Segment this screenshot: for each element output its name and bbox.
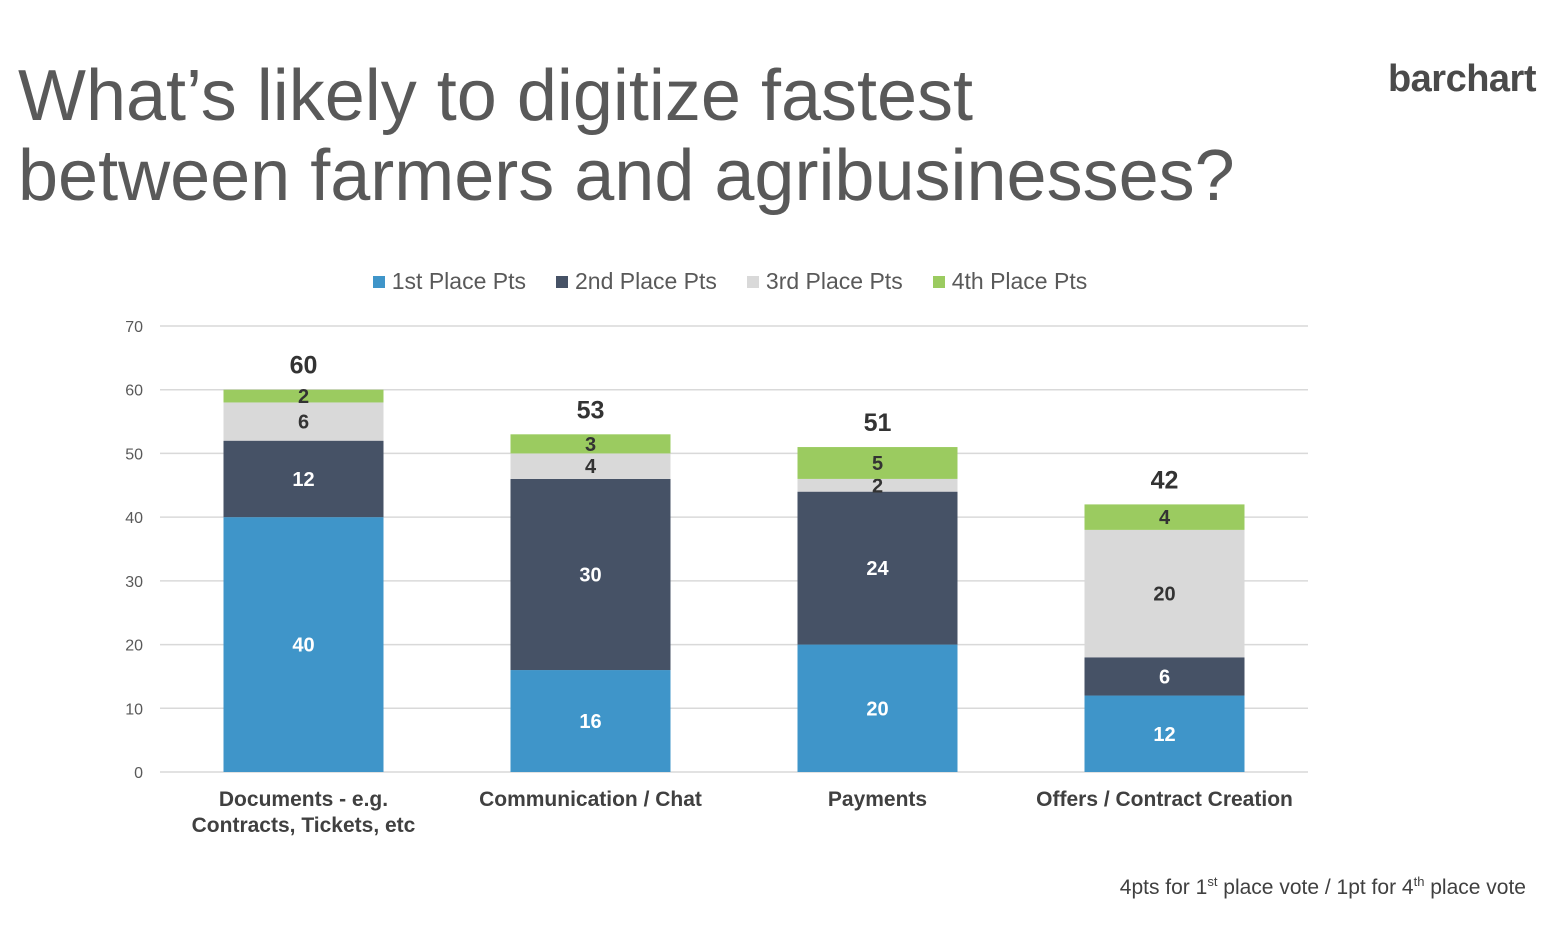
bar-segment [1084, 695, 1245, 772]
data-label: 6 [298, 412, 309, 434]
bar-segment [797, 491, 958, 645]
data-label: 2 [298, 386, 309, 408]
legend-item-3rd: 3rd Place Pts [746, 268, 903, 295]
legend-label-3rd: 3rd Place Pts [765, 268, 903, 294]
bar-segment [1084, 657, 1245, 696]
title-line-2: between farmers and agribusinesses? [18, 136, 1235, 216]
y-tick-label: 50 [125, 446, 143, 463]
bar-segment [223, 389, 384, 403]
bar-segment [510, 434, 671, 454]
title-line-1: What’s likely to digitize fastest [18, 56, 974, 136]
bar-segment [510, 670, 671, 772]
y-tick-label: 30 [125, 574, 143, 591]
legend-swatch-1st [372, 275, 385, 288]
legend-item-4th: 4th Place Pts [932, 268, 1088, 295]
total-label: 42 [1151, 466, 1179, 494]
x-tick-label: Documents - e.g. [219, 788, 388, 811]
bar-segment [797, 478, 958, 492]
total-label: 51 [864, 409, 892, 437]
x-tick-label: Communication / Chat [479, 788, 702, 811]
y-tick-label: 70 [125, 319, 143, 336]
y-tick-label: 0 [134, 765, 143, 782]
footnote-sup-1: st [1207, 874, 1218, 889]
footnote-text-2: place vote / 1pt for 4 [1217, 876, 1414, 899]
barchart-logo: barchart [1387, 58, 1537, 100]
data-label: 4 [585, 456, 597, 478]
y-tick-label: 40 [125, 510, 143, 527]
data-label: 30 [579, 564, 601, 586]
bar-segment [797, 447, 958, 479]
footnote-text-3: place vote [1424, 876, 1526, 899]
data-label: 5 [872, 453, 883, 475]
legend-swatch-3rd [746, 275, 759, 288]
legend-swatch-4th [932, 275, 945, 288]
data-label: 2 [872, 475, 883, 497]
bar-segment [510, 478, 671, 671]
footnote-sup-2: th [1413, 874, 1425, 889]
legend-swatch-2nd [555, 275, 568, 288]
bar-segment [223, 402, 384, 441]
y-tick-label: 60 [125, 383, 143, 400]
total-label: 60 [290, 352, 318, 380]
data-label: 4 [1159, 507, 1171, 529]
data-label: 40 [292, 635, 314, 657]
data-label: 20 [1153, 584, 1175, 606]
y-tick-label: 10 [125, 701, 143, 718]
bar-segment [797, 644, 958, 772]
data-label: 12 [1153, 724, 1175, 746]
x-tick-label: Payments [828, 788, 927, 811]
data-label: 24 [866, 558, 889, 580]
legend-item-2nd: 2nd Place Pts [555, 268, 717, 295]
legend-label-1st: 1st Place Pts [391, 268, 526, 294]
x-tick-label: Offers / Contract Creation [1036, 788, 1293, 811]
data-label: 20 [866, 698, 888, 720]
footnote-text-1: 4pts for 1 [1119, 876, 1208, 899]
footnote: 4pts for 1st place vote / 1pt for 4th pl… [1119, 874, 1526, 900]
bar-segment [1084, 504, 1245, 530]
y-tick-label: 20 [125, 638, 143, 655]
x-tick-label: Contracts, Tickets, etc [192, 814, 416, 837]
legend-item-1st: 1st Place Pts [372, 268, 526, 295]
data-label: 16 [579, 711, 601, 733]
bar-segment [510, 453, 671, 479]
chart-legend: 1st Place Pts 2nd Place Pts 3rd Place Pt… [0, 268, 1460, 295]
data-label: 6 [1159, 666, 1170, 688]
data-label: 3 [585, 434, 596, 456]
bar-segment [1084, 529, 1245, 658]
bar-segment [223, 517, 384, 772]
legend-label-4th: 4th Place Pts [951, 268, 1088, 294]
bar-segment [223, 440, 384, 518]
data-label: 12 [292, 469, 314, 491]
total-label: 53 [577, 396, 605, 424]
legend-label-2nd: 2nd Place Pts [574, 268, 717, 294]
slide-title: What’s likely to digitize fastest betwee… [18, 56, 1235, 216]
